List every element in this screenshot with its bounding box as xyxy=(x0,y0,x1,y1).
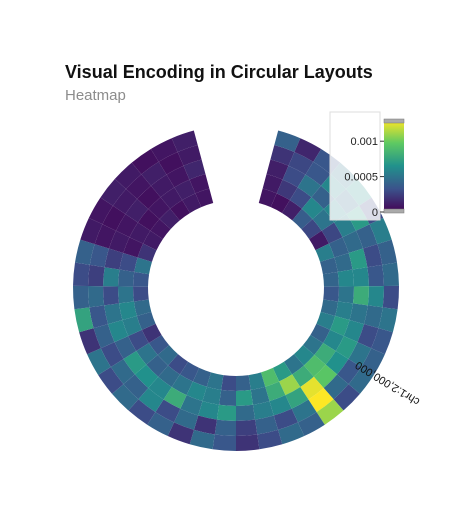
heatmap-cell xyxy=(353,286,369,305)
heatmap-cell xyxy=(88,265,105,286)
legend-colorbar xyxy=(384,120,404,212)
heatmap-cell xyxy=(118,270,134,287)
heatmap-cell xyxy=(368,286,384,307)
heatmap-cell xyxy=(217,405,236,421)
heatmap-cell xyxy=(221,375,236,391)
heatmap-cell xyxy=(219,390,236,406)
heatmap-cell xyxy=(236,405,255,421)
heatmap-cell xyxy=(323,272,339,287)
heatmap-cell xyxy=(323,287,339,302)
legend-range-handle-max[interactable] xyxy=(384,119,404,123)
color-legend: 0 0.0005 0.001 xyxy=(330,112,404,220)
heatmap-cell xyxy=(88,286,104,307)
heatmap-cell xyxy=(133,272,149,287)
chart-title: Visual Encoding in Circular Layouts xyxy=(65,62,373,82)
legend-tick-label: 0.001 xyxy=(350,136,378,148)
legend-tick-label: 0.0005 xyxy=(344,172,378,184)
chart-subtitle: Heatmap xyxy=(65,87,126,104)
heatmap-cell xyxy=(338,270,354,287)
heatmap-cell xyxy=(338,286,354,303)
heatmap-cell xyxy=(213,434,236,451)
heatmap-cell xyxy=(367,265,384,286)
heatmap-cell xyxy=(236,420,257,436)
heatmap-cell xyxy=(236,434,259,451)
heatmap-cell xyxy=(103,286,119,305)
heatmap-cell xyxy=(383,286,399,309)
heatmap-cell xyxy=(103,267,119,286)
heatmap-cell xyxy=(73,263,90,287)
heatmap-cell xyxy=(73,286,89,309)
legend-background xyxy=(330,112,380,220)
heatmap-cell xyxy=(236,375,251,391)
legend-range-handle-min[interactable] xyxy=(384,209,404,213)
heatmap-cell xyxy=(236,390,253,406)
heatmap-cell xyxy=(215,420,236,436)
legend-tick-label: 0 xyxy=(372,207,378,219)
heatmap-cell xyxy=(133,287,149,302)
heatmap-cell xyxy=(118,286,134,303)
heatmap-cell xyxy=(353,267,369,286)
heatmap-cell xyxy=(382,263,399,287)
